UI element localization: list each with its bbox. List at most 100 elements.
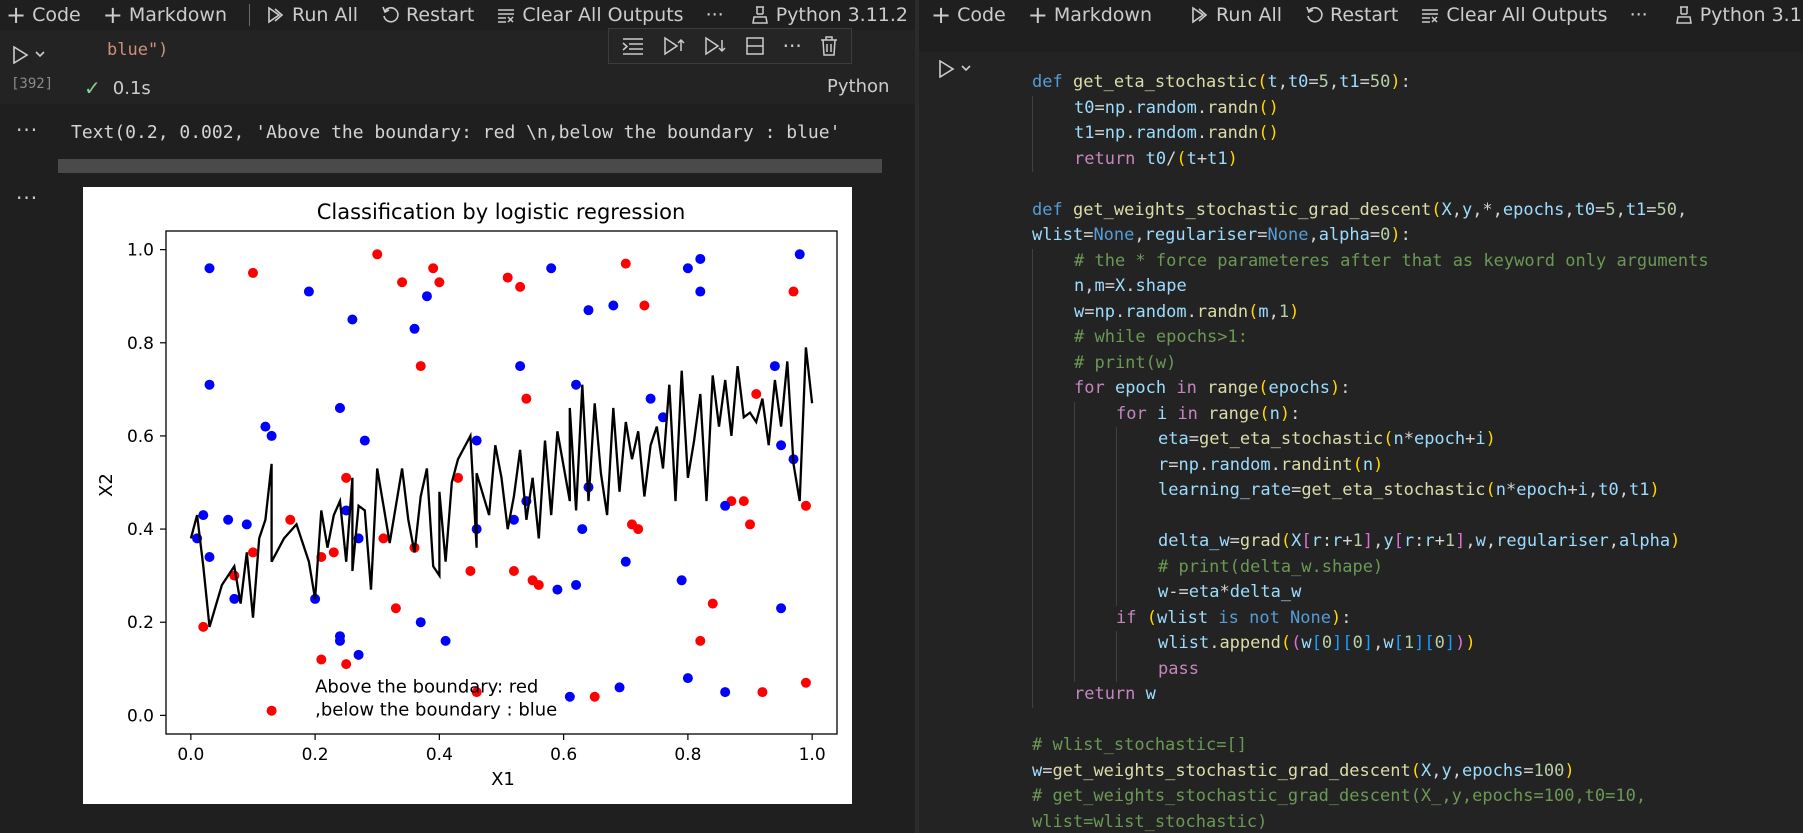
add-code-cell-button[interactable]: + Code: [931, 1, 1006, 29]
code-line: for epoch in range(epochs):: [1032, 376, 1709, 402]
code-token: +: [1567, 480, 1578, 500]
cell-toolbar: ···: [608, 28, 852, 64]
blue-point: [794, 249, 805, 260]
code-line: # print(delta_w.shape): [1032, 554, 1709, 580]
editor-split-sash[interactable]: [915, 0, 919, 833]
blue-point: [421, 291, 432, 302]
run-by-line-icon[interactable]: [621, 35, 645, 57]
code-token: =: [1523, 760, 1534, 781]
code-token: +: [1434, 531, 1445, 551]
run-cell-button[interactable]: [12, 46, 46, 64]
indent-guide: [1032, 478, 1074, 504]
more-actions-button[interactable]: ···: [1629, 4, 1648, 26]
output-horizontal-scrollbar[interactable]: [58, 159, 882, 173]
code-token: t0: [1287, 72, 1309, 92]
kernel-picker[interactable]: Python 3.11.2: [750, 4, 908, 26]
blue-point: [204, 379, 215, 390]
add-markdown-cell-button[interactable]: + Markdown: [1027, 1, 1152, 29]
code-token: ,*,: [1472, 199, 1503, 220]
output-more-icon[interactable]: ···: [16, 186, 39, 210]
clear-outputs-button[interactable]: Clear All Outputs: [1420, 4, 1608, 26]
code-token: n: [1074, 276, 1085, 296]
code-token: =: [1257, 225, 1268, 245]
code-token: w: [1145, 684, 1156, 704]
code-token: # while epochs>1:: [1074, 327, 1248, 347]
red-point: [285, 514, 296, 525]
code-token: =: [1042, 760, 1053, 781]
restart-kernel-button[interactable]: Restart: [380, 4, 474, 26]
code-token: .: [1270, 454, 1281, 475]
execute-below-icon[interactable]: [703, 35, 727, 57]
add-markdown-cell-button[interactable]: + Markdown: [102, 1, 227, 29]
run-cell-button[interactable]: [938, 60, 972, 78]
indent-guide: [1116, 452, 1158, 478]
code-line: wlist.append((w[0][0],w[1][0])): [1032, 631, 1709, 657]
red-point: [620, 258, 631, 269]
code-token: randn: [1196, 301, 1249, 322]
blue-point: [676, 575, 687, 586]
code-token: return: [1074, 684, 1146, 704]
code-cell[interactable]: [919, 52, 1803, 833]
scatter-chart: Classification by logistic regression X1…: [96, 200, 838, 790]
restart-kernel-button[interactable]: Restart: [1304, 4, 1398, 26]
code-token: .: [1196, 123, 1208, 143]
x-tick-label: 0.4: [426, 745, 453, 765]
code-line: [1032, 172, 1709, 198]
cell-more-icon[interactable]: ···: [782, 34, 802, 58]
y-tick-label: 0.0: [127, 706, 154, 726]
code-token: randn: [1207, 97, 1259, 118]
code-token: random: [1125, 301, 1187, 322]
code-token: t0: [1145, 148, 1167, 169]
indent-guide: [1032, 376, 1074, 402]
code-token: :: [1400, 72, 1411, 92]
execute-above-icon[interactable]: [662, 35, 686, 57]
red-point: [751, 389, 762, 400]
code-token: ): [1455, 633, 1466, 653]
code-token: =: [1229, 531, 1240, 551]
run-all-button[interactable]: Run All: [266, 4, 358, 26]
code-token: t: [1267, 72, 1278, 92]
clear-outputs-button[interactable]: Clear All Outputs: [496, 4, 684, 26]
blue-point: [620, 556, 631, 567]
indent-guide: [1032, 95, 1074, 121]
red-point: [316, 654, 327, 665]
red-point: [341, 659, 352, 670]
code-token: +: [1196, 148, 1208, 169]
code-token: =: [1359, 72, 1370, 92]
red-point: [434, 277, 445, 288]
code-line: w-=eta*delta_w: [1032, 580, 1709, 606]
blue-point: [546, 263, 557, 274]
indent-guide: [1032, 529, 1074, 555]
cell-language-button[interactable]: Python: [827, 76, 890, 97]
kernel-picker[interactable]: Python 3.11: [1674, 4, 1803, 26]
code-token: ,: [1431, 760, 1442, 781]
restart-icon: [382, 6, 399, 23]
red-point: [707, 598, 718, 609]
code-token: if: [1116, 607, 1147, 628]
code-token: shape: [1135, 276, 1187, 296]
more-actions-button[interactable]: ···: [705, 4, 724, 26]
split-cell-icon[interactable]: [744, 35, 766, 57]
run-all-button[interactable]: Run All: [1190, 4, 1282, 26]
code-token: (: [1410, 760, 1421, 781]
blue-point: [471, 435, 482, 446]
code-editor[interactable]: def get_eta_stochastic(t,t0=5,t1=50): t0=…: [1032, 70, 1709, 833]
code-token: ]: [1362, 633, 1374, 653]
code-token: w: [1158, 582, 1169, 602]
blue-point: [409, 323, 420, 334]
red-point: [428, 263, 439, 274]
code-token: t1: [1074, 123, 1095, 143]
code-token: epochs: [1461, 760, 1524, 781]
y-tick-label: 0.8: [127, 334, 154, 354]
add-code-cell-button[interactable]: + Code: [6, 1, 81, 29]
code-token: epoch: [1413, 429, 1466, 449]
code-token: wlist=wlist_stochastic): [1032, 811, 1268, 832]
code-token: ): [1227, 148, 1238, 169]
kernel-icon: [751, 6, 768, 24]
code-token: r: [1424, 531, 1435, 551]
delete-cell-icon[interactable]: [819, 35, 839, 57]
output-more-icon[interactable]: ···: [16, 118, 39, 142]
code-token: X: [1441, 199, 1452, 220]
red-point: [198, 621, 209, 632]
code-token: epochs: [1502, 199, 1565, 220]
